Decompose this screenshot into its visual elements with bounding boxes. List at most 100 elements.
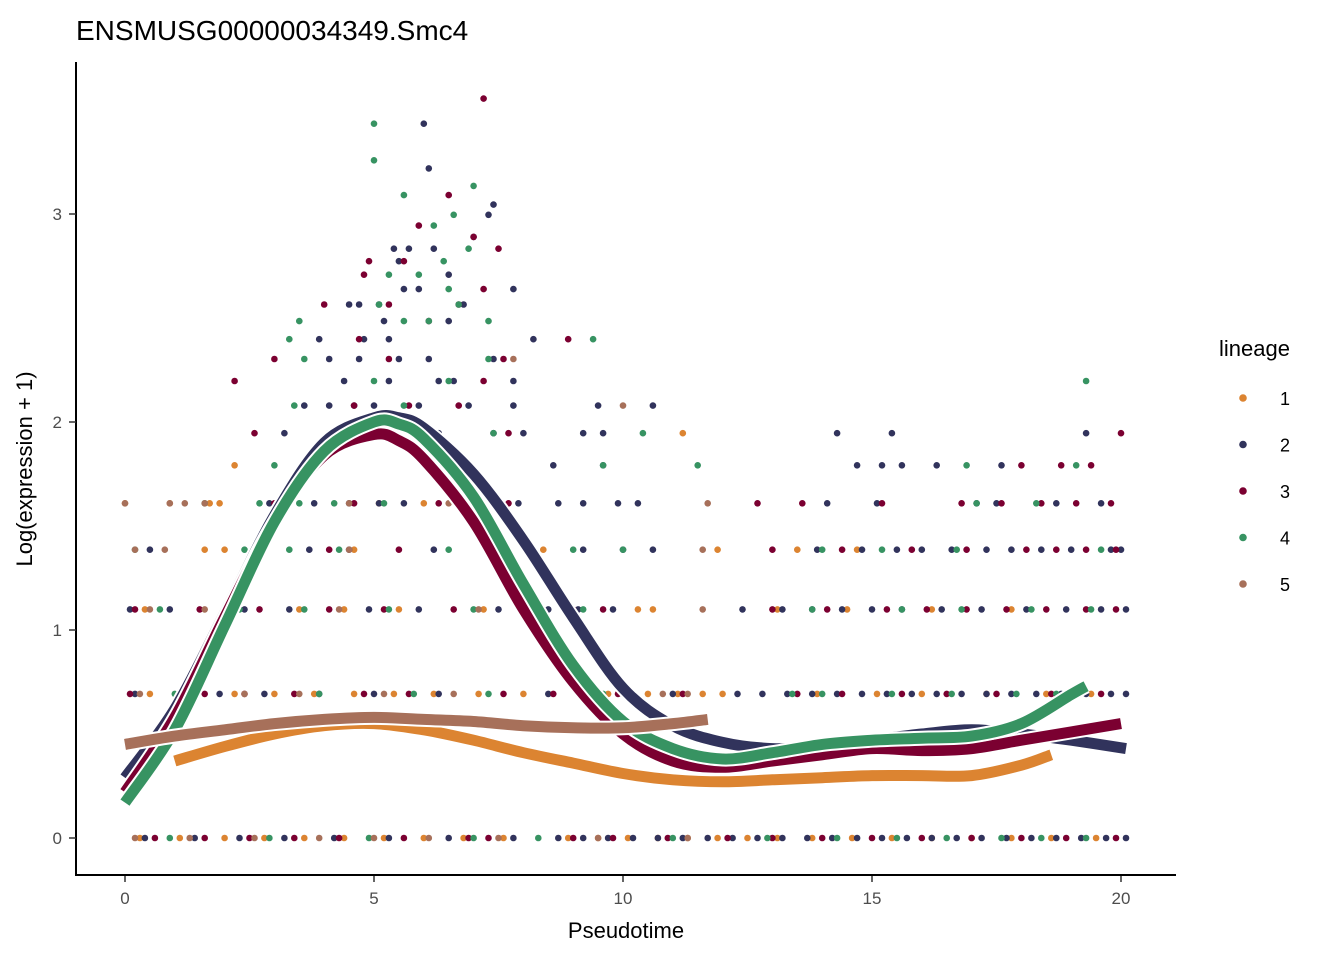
point-lineage-3	[201, 690, 208, 698]
y-axis-title: Log(expression + 1)	[12, 371, 37, 566]
point-lineage-4	[485, 317, 492, 325]
point-lineage-2	[813, 546, 821, 553]
point-lineage-4	[569, 546, 577, 553]
legend: lineage 1 2 3 4 5	[1219, 336, 1290, 595]
point-lineage-3	[724, 834, 731, 842]
point-lineage-2	[579, 834, 587, 842]
point-lineage-2	[445, 834, 453, 842]
point-lineage-2	[340, 377, 348, 385]
point-lineage-5	[335, 606, 343, 613]
point-lineage-2	[415, 285, 423, 293]
points-layer	[121, 95, 1130, 842]
point-lineage-2	[754, 834, 761, 842]
point-lineage-2	[325, 355, 333, 363]
point-lineage-4	[450, 211, 458, 219]
point-lineage-2	[306, 546, 313, 553]
point-lineage-1	[813, 690, 821, 698]
point-lineage-2	[838, 606, 846, 613]
point-lineage-5	[704, 500, 711, 507]
point-lineage-2	[734, 690, 741, 698]
point-lineage-2	[634, 500, 642, 507]
point-lineage-2	[415, 606, 423, 613]
point-lineage-3	[1048, 690, 1055, 698]
point-lineage-3	[838, 690, 846, 698]
point-lineage-4	[1038, 834, 1045, 842]
point-lineage-1	[176, 834, 184, 842]
point-lineage-2	[1023, 606, 1030, 613]
point-lineage-2	[400, 285, 408, 293]
point-lineage-3	[355, 335, 363, 343]
point-lineage-3	[993, 690, 1000, 698]
point-lineage-1	[231, 690, 238, 698]
legend-label-5: 5	[1280, 575, 1290, 595]
point-lineage-4	[948, 690, 955, 698]
point-lineage-2	[530, 335, 537, 343]
point-lineage-4	[241, 546, 248, 553]
point-lineage-4	[166, 834, 174, 842]
legend-key-5	[1239, 580, 1247, 588]
point-lineage-4	[973, 500, 980, 507]
point-lineage-2	[370, 690, 378, 698]
point-lineage-2	[380, 317, 388, 325]
point-lineage-3	[365, 257, 373, 265]
point-lineage-3	[823, 606, 831, 613]
point-lineage-4	[380, 500, 388, 507]
point-lineage-4	[943, 834, 950, 842]
point-lineage-2	[679, 834, 687, 842]
point-lineage-3	[480, 95, 487, 102]
point-lineage-2	[983, 690, 990, 698]
point-lineage-3	[769, 546, 776, 553]
point-lineage-1	[774, 834, 781, 842]
point-lineage-2	[390, 245, 398, 252]
point-lineage-4	[878, 546, 886, 553]
point-lineage-3	[1087, 462, 1095, 469]
point-lineage-2	[978, 606, 985, 613]
point-lineage-2	[126, 606, 134, 613]
point-lineage-1	[719, 690, 726, 698]
point-lineage-3	[1023, 546, 1030, 553]
point-lineage-4	[400, 191, 408, 199]
point-lineage-3	[231, 377, 238, 385]
point-lineage-3	[799, 500, 806, 507]
point-lineage-4	[599, 462, 607, 469]
point-lineage-3	[664, 834, 672, 842]
point-lineage-1	[928, 606, 936, 613]
point-lineage-2	[465, 402, 472, 409]
point-lineage-3	[500, 355, 507, 363]
point-lineage-4	[818, 690, 826, 698]
point-lineage-3	[500, 690, 507, 698]
point-lineage-3	[1003, 606, 1010, 613]
point-lineage-3	[400, 257, 408, 265]
point-lineage-5	[370, 834, 378, 842]
point-lineage-3	[395, 546, 403, 553]
point-lineage-1	[395, 606, 403, 613]
point-lineage-4	[998, 834, 1005, 842]
point-lineage-2	[759, 690, 766, 698]
point-lineage-1	[340, 606, 348, 613]
point-lineage-3	[325, 606, 333, 613]
point-lineage-3	[320, 301, 328, 308]
point-lineage-2	[460, 301, 467, 308]
point-lineage-3	[998, 500, 1005, 507]
point-lineage-5	[684, 834, 691, 842]
point-lineage-1	[390, 690, 398, 698]
point-lineage-3	[923, 606, 931, 613]
point-lineage-2	[804, 834, 811, 842]
y-tick-label: 2	[53, 413, 62, 432]
point-lineage-2	[141, 834, 149, 842]
point-lineage-4	[888, 690, 896, 698]
point-lineage-3	[550, 690, 557, 698]
point-lineage-2	[261, 690, 268, 698]
point-lineage-2	[579, 429, 587, 437]
point-lineage-3	[380, 606, 388, 613]
legend-label-1: 1	[1280, 389, 1290, 409]
smooth-curve-lineage-5	[124, 711, 709, 750]
point-lineage-1	[350, 546, 358, 553]
point-lineage-4	[963, 462, 970, 469]
point-lineage-4	[370, 157, 378, 164]
point-lineage-4	[639, 429, 647, 437]
point-lineage-4	[296, 317, 303, 325]
point-lineage-3	[405, 690, 413, 698]
point-lineage-2	[430, 546, 438, 553]
